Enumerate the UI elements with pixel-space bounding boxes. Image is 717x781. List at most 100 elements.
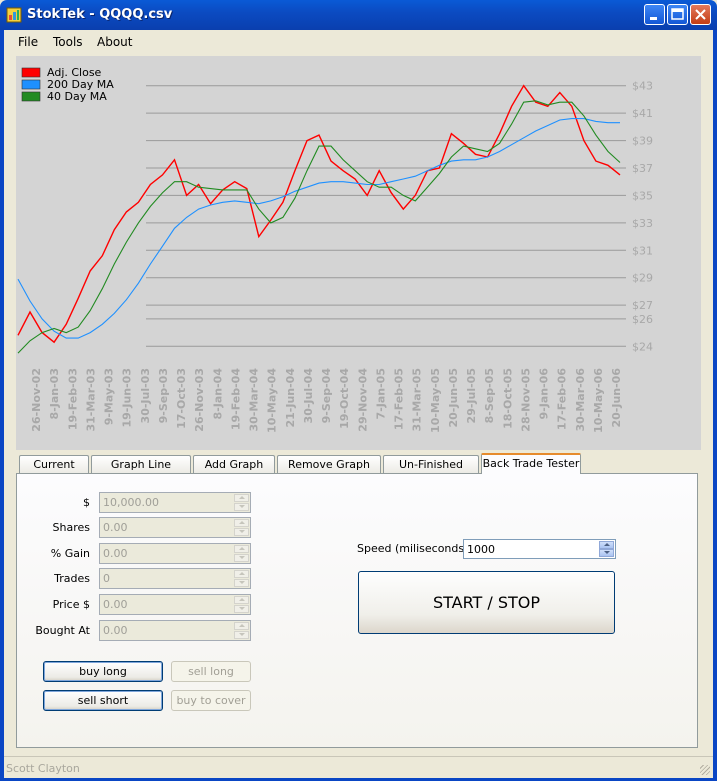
x-tick-label: 31-Mar-05 [411,368,424,432]
window-frame-left [0,30,4,781]
arrow-down-icon [239,530,245,533]
y-tick-label: $35 [632,189,653,202]
close-icon [695,9,706,20]
app-chart-icon [6,7,22,23]
x-tick-label: 17-Oct-03 [175,368,188,429]
legend-label: 40 Day MA [47,90,107,103]
x-tick-label: 9-Sep-03 [157,368,170,423]
sell-short-button[interactable]: sell short [43,690,163,711]
field-stepper-shares[interactable]: 0.00 [99,517,251,538]
sell-long-button[interactable]: sell long [171,661,251,682]
buy-long-button[interactable]: buy long [43,661,163,682]
stepper-up-button[interactable] [234,494,249,502]
stepper-down-button[interactable] [234,503,249,511]
stepper-up-button[interactable] [234,570,249,578]
field-stepper-bought-at[interactable]: 0.00 [99,620,251,641]
stock-chart: $43 $41 $39 $37 $35 $33 $31 $29 $27 $26 $24 26-Nov-… [16,56,701,450]
maximize-button[interactable] [667,4,688,25]
y-tick-label: $37 [632,162,653,175]
speed-value[interactable]: 1000 [467,543,495,556]
stepper-up-button[interactable] [234,519,249,527]
x-tick-label: 19-Oct-04 [338,368,351,429]
field-stepper-trades[interactable]: 0 [99,568,251,589]
menu-tools[interactable]: Tools [53,35,83,49]
arrow-up-icon [239,547,245,550]
stepper-up-button[interactable] [234,545,249,553]
start-stop-button[interactable]: START / STOP [358,571,615,634]
buy-to-cover-button[interactable]: buy to cover [171,690,251,711]
speed-label: Speed (miliseconds): [357,542,473,555]
y-tick-label: $33 [632,217,653,230]
field-value[interactable]: 0.00 [103,547,128,560]
x-tick-label: 26-Nov-03 [193,368,206,432]
window-title: StokTek - QQQQ.csv [27,7,173,22]
y-tick-label: $29 [632,272,653,285]
y-tick-label: $27 [632,299,653,312]
tab-remove-graph-line[interactable]: Remove Graph Line [277,455,381,489]
stepper-up-button[interactable] [234,622,249,630]
minimize-icon [650,17,657,20]
stepper-down-button[interactable] [234,528,249,536]
minimize-button[interactable] [644,4,665,25]
x-tick-label: 30-Jul-03 [139,368,152,423]
field-value[interactable]: 0.00 [103,521,128,534]
x-tick-label: 20-Jun-06 [610,368,623,428]
field-stepper-gain[interactable]: 0.00 [99,543,251,564]
menu-file[interactable]: File [18,35,39,49]
arrow-down-icon [239,633,245,636]
resize-grip-icon[interactable] [700,765,710,775]
x-tick-label: 19-Feb-03 [66,368,79,430]
y-tick-label: $26 [632,313,653,326]
field-label-gain: % Gain [50,547,90,560]
y-tick-label: $43 [632,80,653,93]
x-tick-label: 8-Jan-03 [48,368,61,419]
x-tick-label: 9-Sep-04 [320,368,333,424]
x-tick-label: 9-Jan-06 [538,368,551,420]
field-stepper-price[interactable]: 0.00 [99,594,251,615]
stepper-down-button[interactable] [234,605,249,613]
speed-up-button[interactable] [599,541,614,549]
x-tick-label: 9-May-03 [103,368,116,425]
field-value[interactable]: 0 [103,572,110,585]
tab-current-data[interactable]: Current Data [19,455,89,489]
menu-about[interactable]: About [97,35,133,49]
legend-swatch [21,91,41,102]
tab-graph-line-control[interactable]: Graph Line Control [91,455,191,489]
speed-down-button[interactable] [599,549,614,557]
x-tick-label: 20-Jun-05 [447,368,460,428]
field-value[interactable]: 0.00 [103,598,128,611]
title-bar: StokTek - QQQQ.csv [0,0,717,30]
field-label-trades: Trades [54,572,90,585]
field-label-cash: $ [83,496,90,509]
x-tick-label: 17-Feb-06 [556,368,569,430]
field-stepper-cash[interactable]: 10,000.00 [99,492,251,513]
field-value[interactable]: 0.00 [103,624,128,637]
x-tick-label: 30-Jul-04 [302,368,315,424]
legend-label: 200 Day MA [47,78,114,91]
x-tick-label: 10-May-06 [592,368,605,433]
tab-back-trade-tester[interactable]: Back Trade Tester [481,453,581,474]
close-button[interactable] [690,4,711,25]
tab-add-graph-line[interactable]: Add Graph Line [193,455,275,489]
arrow-down-icon [604,551,610,554]
arrow-up-icon [239,521,245,524]
legend-swatch [21,67,41,78]
speed-stepper[interactable]: 1000 [463,539,616,559]
tab-un-finished-tools[interactable]: Un-Finished Tools [383,455,479,489]
x-tick-label: 30-Mar-06 [574,368,587,432]
x-tick-label: 19-Jun-03 [121,368,134,428]
stepper-down-button[interactable] [234,631,249,639]
stepper-down-button[interactable] [234,554,249,562]
field-value[interactable]: 10,000.00 [103,496,159,509]
x-tick-label: 19-Feb-04 [229,368,242,430]
x-tick-label: 7-Jan-05 [374,368,387,419]
y-tick-label: $39 [632,135,653,148]
arrow-up-icon [239,624,245,627]
window-frame-bottom [0,777,717,781]
x-tick-label: 21-Jun-04 [284,368,297,428]
x-tick-label: 18-Oct-05 [501,368,514,429]
stepper-up-button[interactable] [234,596,249,604]
stepper-down-button[interactable] [234,579,249,587]
arrow-up-icon [239,496,245,499]
x-tick-label: 29-Jul-05 [465,368,478,423]
